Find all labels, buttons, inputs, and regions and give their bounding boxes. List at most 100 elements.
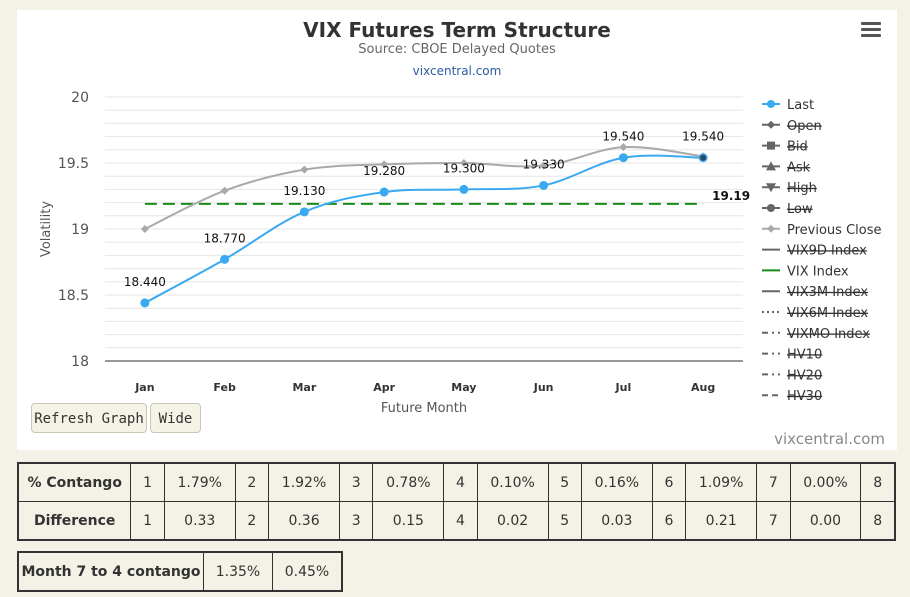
last-point bbox=[220, 254, 230, 264]
y-tick-label: 19.5 bbox=[58, 156, 89, 172]
table-cell: 0.03 bbox=[580, 501, 653, 541]
legend-item[interactable]: Bid bbox=[787, 140, 808, 155]
previous-close-point bbox=[140, 225, 149, 233]
legend-item[interactable]: VIXMO Index bbox=[787, 327, 870, 342]
chart-subtitle: Source: CBOE Delayed Quotes bbox=[358, 42, 556, 57]
x-tick-label: Jan bbox=[134, 381, 154, 394]
watermark: vixcentral.com bbox=[774, 430, 885, 448]
last-data-label: 19.540 bbox=[602, 130, 644, 144]
chart-title: VIX Futures Term Structure bbox=[303, 18, 611, 42]
legend-marker bbox=[767, 100, 775, 108]
y-axis-title: Volatility bbox=[39, 201, 54, 257]
x-tick-label: Apr bbox=[373, 381, 395, 394]
table-cell: 0.10% bbox=[476, 462, 549, 502]
last-data-label: 19.280 bbox=[363, 164, 405, 178]
table-cell: 0.21 bbox=[685, 501, 758, 541]
last-point bbox=[379, 187, 389, 197]
table-cell: 1.35% bbox=[203, 551, 273, 592]
table-cell: 1.92% bbox=[268, 462, 340, 502]
x-axis-title: Future Month bbox=[381, 401, 467, 416]
legend-item[interactable]: VIX9D Index bbox=[787, 244, 867, 259]
table-cell: 6 bbox=[651, 462, 687, 502]
last-point bbox=[140, 298, 150, 308]
hamburger-menu-icon[interactable] bbox=[861, 22, 881, 40]
legend-item[interactable]: Low bbox=[787, 202, 813, 217]
last-line bbox=[144, 154, 704, 304]
table-cell: 2 bbox=[234, 501, 270, 541]
row-header: Difference bbox=[17, 501, 132, 541]
month-7-to-4-table: Month 7 to 4 contango 1.35% 0.45% bbox=[17, 551, 343, 592]
last-data-label: 18.770 bbox=[204, 231, 246, 245]
low-marker bbox=[700, 154, 707, 161]
table-cell: 5 bbox=[547, 462, 582, 502]
last-data-label: 19.300 bbox=[443, 161, 485, 175]
table-cell: 0.36 bbox=[268, 501, 340, 541]
table-cell: 4 bbox=[443, 462, 478, 502]
row-header: % Contango bbox=[17, 462, 132, 502]
last-point bbox=[618, 153, 628, 163]
table-cell: 1 bbox=[130, 462, 165, 502]
table-cell: 1.79% bbox=[163, 462, 236, 502]
legend-marker bbox=[767, 120, 775, 129]
legend-item[interactable]: HV10 bbox=[787, 348, 822, 363]
y-tick-label: 18.5 bbox=[58, 288, 89, 304]
previous-close-point bbox=[539, 161, 548, 170]
legend-item[interactable]: Ask bbox=[787, 160, 811, 175]
x-tick-label: Mar bbox=[292, 381, 316, 394]
last-point bbox=[539, 180, 549, 190]
legend-marker bbox=[767, 141, 775, 150]
previous-close-point bbox=[220, 186, 229, 195]
legend-item[interactable]: VIX3M Index bbox=[787, 285, 868, 300]
legend-item[interactable]: Previous Close bbox=[787, 223, 882, 238]
previous-close-point bbox=[619, 143, 628, 152]
contango-table: % Contango 1 1.79% 2 1.92% 3 0.78% 4 0.1… bbox=[17, 462, 896, 541]
last-data-label: 19.330 bbox=[523, 157, 565, 171]
legend-item[interactable]: Open bbox=[787, 119, 822, 134]
refresh-graph-button[interactable]: Refresh Graph bbox=[31, 403, 147, 433]
legend-marker bbox=[767, 204, 775, 212]
table-cell: 0.00 bbox=[789, 501, 862, 541]
table-cell: 5 bbox=[547, 501, 582, 541]
legend-item[interactable]: VIX Index bbox=[787, 264, 849, 279]
legend-item[interactable]: High bbox=[787, 181, 817, 196]
legend-item[interactable]: Last bbox=[787, 98, 814, 113]
table-cell: 7 bbox=[756, 501, 791, 541]
table-cell: 0.15 bbox=[372, 501, 445, 541]
table-cell: 4 bbox=[443, 501, 478, 541]
legend-marker bbox=[766, 183, 776, 193]
table-cell: 8 bbox=[860, 462, 896, 502]
x-tick-label: Aug bbox=[691, 381, 715, 394]
legend-item[interactable]: VIX6M Index bbox=[787, 306, 868, 321]
y-tick-label: 18 bbox=[71, 354, 89, 370]
previous-close-point bbox=[459, 159, 468, 167]
wide-button[interactable]: Wide bbox=[150, 403, 201, 433]
legend-item[interactable]: HV30 bbox=[787, 389, 822, 404]
table-cell: 0.33 bbox=[163, 501, 236, 541]
last-data-label: 18.440 bbox=[124, 275, 166, 289]
table-row: Difference 1 0.33 2 0.36 3 0.15 4 0.02 5… bbox=[17, 501, 896, 541]
table-cell: 6 bbox=[651, 501, 687, 541]
table-cell: 3 bbox=[338, 462, 374, 502]
previous-close-point bbox=[300, 165, 309, 174]
x-tick-label: Jun bbox=[533, 381, 554, 394]
legend-item[interactable]: HV20 bbox=[787, 368, 822, 383]
previous-close-point bbox=[380, 160, 389, 169]
table-row: % Contango 1 1.79% 2 1.92% 3 0.78% 4 0.1… bbox=[17, 462, 896, 502]
last-data-label: 19.540 bbox=[682, 130, 724, 144]
x-tick-label: May bbox=[451, 381, 476, 394]
table-cell: 8 bbox=[860, 501, 896, 541]
credit-link[interactable]: vixcentral.com bbox=[412, 64, 502, 78]
term-structure-chart: 18 18.5 19 19.5 20 Jan Feb Mar Apr May Jun Jul Aug Fu… bbox=[39, 90, 882, 416]
table-cell: 0.16% bbox=[580, 462, 653, 502]
row-header: Month 7 to 4 contango bbox=[17, 551, 204, 592]
last-point bbox=[459, 184, 469, 194]
table-row: Month 7 to 4 contango 1.35% 0.45% bbox=[17, 551, 343, 592]
legend-marker bbox=[766, 161, 776, 171]
last-data-label: 19.130 bbox=[283, 184, 325, 198]
table-cell: 2 bbox=[234, 462, 270, 502]
vix-index-label: 19.19 bbox=[712, 189, 750, 203]
table-cell: 0.02 bbox=[476, 501, 549, 541]
y-tick-label: 20 bbox=[71, 90, 89, 106]
x-tick-label: Jul bbox=[615, 381, 632, 394]
y-tick-label: 19 bbox=[71, 222, 89, 238]
